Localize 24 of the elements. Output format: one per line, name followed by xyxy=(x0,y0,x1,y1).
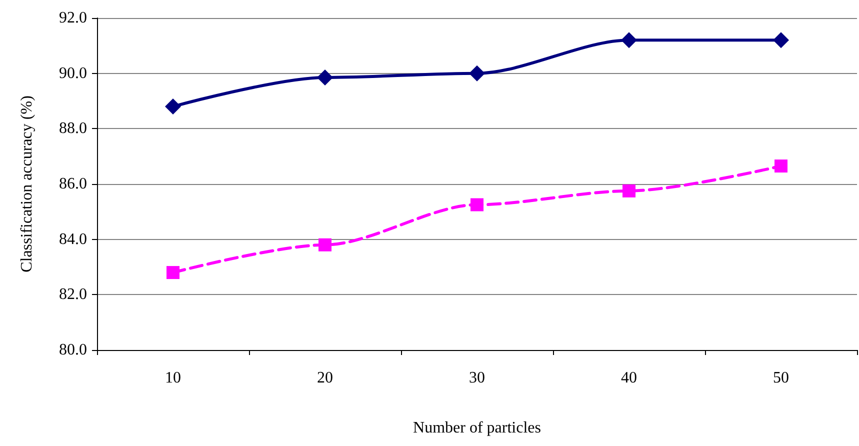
point xyxy=(621,32,637,48)
y-tick-label: 88.0 xyxy=(59,120,87,138)
x-tick-label: 30 xyxy=(469,370,485,386)
point xyxy=(318,238,332,252)
x-tick-label: 50 xyxy=(773,370,789,386)
x-tick-label: 10 xyxy=(165,370,181,386)
point xyxy=(773,32,789,48)
y-tick-label: 82.0 xyxy=(59,286,87,304)
point xyxy=(317,69,333,86)
y-tick-label: 92.0 xyxy=(59,10,87,26)
y-tick-label: 86.0 xyxy=(59,176,87,192)
x-tick-label: 20 xyxy=(317,370,333,386)
point xyxy=(470,198,484,212)
y-tick-label: 90.0 xyxy=(59,64,87,82)
y-tick-label: 80.0 xyxy=(59,342,87,358)
point xyxy=(774,160,788,173)
point xyxy=(469,65,485,82)
y-axis-title: Classification accuracy (%) xyxy=(18,96,36,272)
x-axis-title: Number of particles xyxy=(413,420,541,436)
y-tick-label: 84.0 xyxy=(59,230,87,248)
point xyxy=(166,266,180,280)
point xyxy=(622,184,636,198)
point xyxy=(165,98,181,115)
x-tick-label: 40 xyxy=(621,370,637,386)
